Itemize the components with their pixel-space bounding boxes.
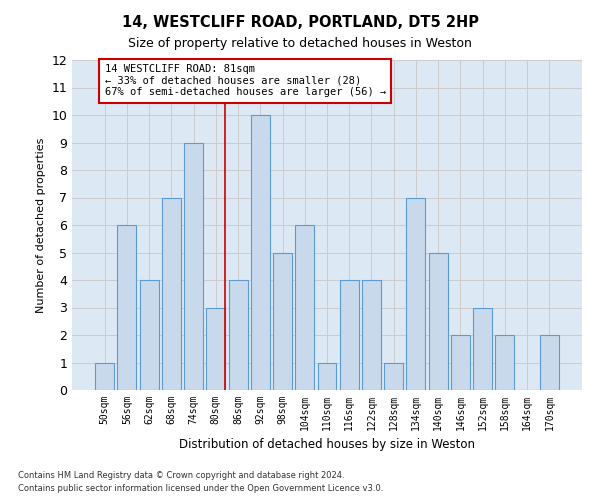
Bar — [118, 225, 136, 390]
Bar — [206, 308, 225, 390]
Bar — [362, 280, 381, 390]
Bar — [406, 198, 425, 390]
Bar — [317, 362, 337, 390]
Bar — [95, 362, 114, 390]
Bar — [340, 280, 359, 390]
Bar — [496, 335, 514, 390]
Bar — [140, 280, 158, 390]
Text: Contains public sector information licensed under the Open Government Licence v3: Contains public sector information licen… — [18, 484, 383, 493]
Text: Contains HM Land Registry data © Crown copyright and database right 2024.: Contains HM Land Registry data © Crown c… — [18, 470, 344, 480]
Bar — [473, 308, 492, 390]
Bar — [184, 142, 203, 390]
Bar — [229, 280, 248, 390]
Text: Size of property relative to detached houses in Weston: Size of property relative to detached ho… — [128, 38, 472, 51]
X-axis label: Distribution of detached houses by size in Weston: Distribution of detached houses by size … — [179, 438, 475, 452]
Bar — [540, 335, 559, 390]
Text: 14 WESTCLIFF ROAD: 81sqm
← 33% of detached houses are smaller (28)
67% of semi-d: 14 WESTCLIFF ROAD: 81sqm ← 33% of detach… — [104, 64, 386, 98]
Bar — [162, 198, 181, 390]
Bar — [295, 225, 314, 390]
Bar — [451, 335, 470, 390]
Bar — [384, 362, 403, 390]
Bar — [251, 115, 270, 390]
Bar — [273, 252, 292, 390]
Bar — [429, 252, 448, 390]
Y-axis label: Number of detached properties: Number of detached properties — [36, 138, 46, 312]
Text: 14, WESTCLIFF ROAD, PORTLAND, DT5 2HP: 14, WESTCLIFF ROAD, PORTLAND, DT5 2HP — [121, 15, 479, 30]
